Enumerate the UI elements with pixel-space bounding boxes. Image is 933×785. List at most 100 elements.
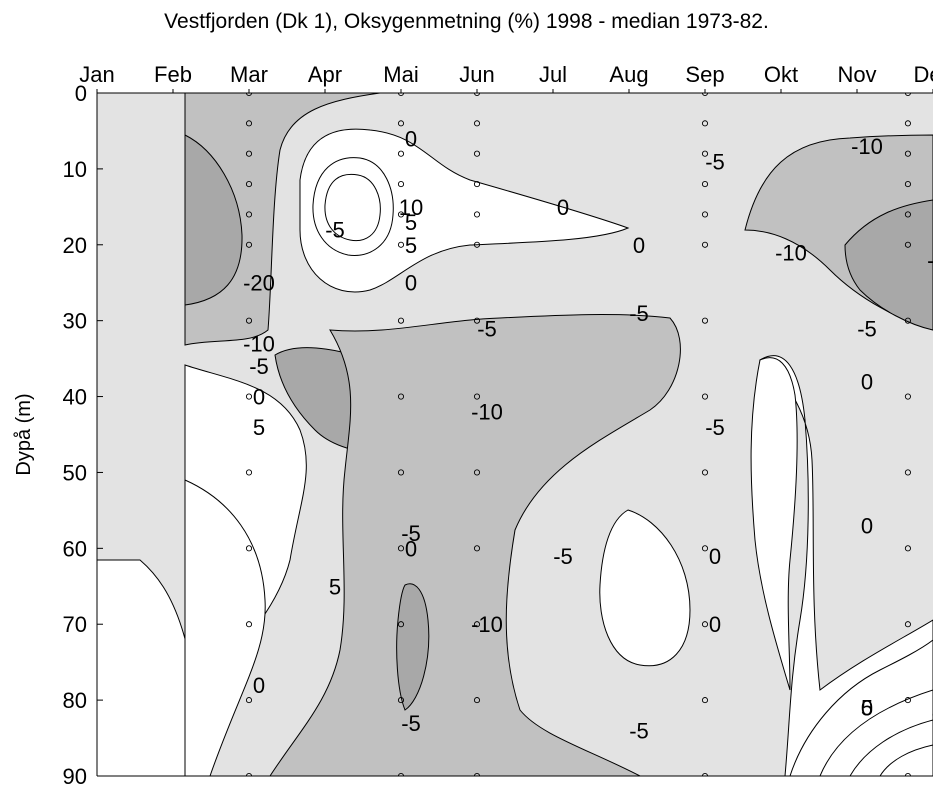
region-fill-upper-white bbox=[299, 128, 630, 293]
x-tick-label: Mar bbox=[230, 62, 268, 87]
sample-point bbox=[904, 697, 911, 704]
sample-point bbox=[245, 317, 253, 324]
contour-label: 5 bbox=[329, 574, 341, 599]
region-fill-sep-oval bbox=[599, 509, 691, 667]
sample-point bbox=[904, 469, 911, 476]
sample-point bbox=[701, 211, 709, 218]
contour-label: -10 bbox=[243, 331, 275, 356]
sample-point bbox=[245, 772, 253, 776]
sample-point bbox=[904, 621, 911, 628]
sample-point bbox=[473, 181, 481, 188]
sample-point bbox=[397, 393, 405, 400]
contour-label: 0 bbox=[557, 195, 569, 220]
sample-point bbox=[473, 469, 481, 476]
y-tick-label: 30 bbox=[63, 309, 87, 334]
contour-label: 0 bbox=[709, 612, 721, 637]
sample-point bbox=[701, 772, 709, 776]
y-tick-label: 90 bbox=[63, 764, 87, 785]
contour-label: -5 bbox=[629, 718, 649, 743]
y-tick-label: 80 bbox=[63, 688, 87, 713]
x-tick-label: Mai bbox=[383, 62, 418, 87]
contour-label: 0 bbox=[633, 233, 645, 258]
sample-point bbox=[473, 772, 481, 776]
x-tick-label: Jun bbox=[459, 62, 494, 87]
y-tick-label: 0 bbox=[75, 81, 87, 106]
contour-label: 0 bbox=[405, 536, 417, 561]
contour-label: -10 bbox=[471, 400, 503, 425]
x-tick-label: Sep bbox=[685, 62, 724, 87]
contour-label: 5 bbox=[405, 233, 417, 258]
region-fill-left-tongue bbox=[184, 479, 266, 776]
sample-point bbox=[245, 181, 253, 188]
sample-point bbox=[397, 120, 405, 127]
sample-point bbox=[245, 469, 253, 476]
axes: Jan Feb Mar Apr Mai Jun Jul Aug Sep Okt Nov Des 0 10 2… bbox=[13, 62, 933, 785]
contour-label: -5 bbox=[325, 218, 345, 243]
region-fill-right-dark bbox=[844, 199, 933, 331]
sample-point bbox=[904, 181, 911, 188]
sample-point bbox=[397, 181, 405, 188]
sample-point bbox=[701, 181, 709, 188]
x-tick-label: Nov bbox=[837, 62, 876, 87]
sample-point bbox=[904, 317, 911, 324]
contour-label: 0 bbox=[405, 271, 417, 296]
sample-point bbox=[473, 621, 481, 628]
sample-point bbox=[245, 545, 253, 552]
sample-point bbox=[397, 211, 405, 218]
contour-label: -10 bbox=[851, 134, 883, 159]
sample-point bbox=[904, 150, 911, 157]
sample-point bbox=[397, 545, 405, 552]
contour-label: -5 bbox=[705, 149, 725, 174]
sample-point bbox=[701, 241, 709, 248]
sample-point bbox=[701, 697, 709, 704]
contour-label: -20 bbox=[927, 248, 933, 273]
sample-point bbox=[473, 120, 481, 127]
contour-label: -10 bbox=[471, 612, 503, 637]
contour-label: 0 bbox=[253, 385, 265, 410]
region-fill-bottom-right bbox=[789, 639, 933, 776]
contour-label: 5 bbox=[405, 210, 417, 235]
sample-point bbox=[245, 120, 253, 127]
sample-point bbox=[397, 150, 405, 157]
y-tick-label: 40 bbox=[63, 385, 87, 410]
contour-label: 10 bbox=[931, 696, 933, 721]
x-tick-label: Des bbox=[913, 62, 933, 87]
sample-point bbox=[473, 211, 481, 218]
sample-point bbox=[245, 621, 253, 628]
sample-point bbox=[701, 317, 709, 324]
y-axis-label: Dypå (m) bbox=[13, 393, 35, 475]
contour-label: 5 bbox=[861, 696, 873, 721]
contour-label: -5 bbox=[857, 316, 877, 341]
contour-label: 0 bbox=[253, 673, 265, 698]
sample-point bbox=[473, 393, 481, 400]
y-tick-label: 60 bbox=[63, 536, 87, 561]
y-tick-label: 20 bbox=[63, 233, 87, 258]
contour-labels: 0-10-5105-5050-10-20-200-5-5-5-10-500-10… bbox=[243, 127, 933, 744]
sample-point bbox=[397, 772, 405, 776]
x-tick-label: Aug bbox=[609, 62, 648, 87]
x-tick-label: Apr bbox=[308, 62, 342, 87]
y-tick-label: 70 bbox=[63, 612, 87, 637]
contour-label: -10 bbox=[775, 240, 807, 265]
region-fill-center-column bbox=[269, 314, 681, 776]
chart-title: Vestfjorden (Dk 1), Oksygenmetning (%) 1… bbox=[164, 10, 769, 33]
contour-label: -5 bbox=[401, 711, 421, 736]
sample-point bbox=[701, 621, 709, 628]
sample-point bbox=[473, 697, 481, 704]
contour-label: -5 bbox=[705, 415, 725, 440]
sample-point bbox=[473, 150, 481, 157]
sample-point bbox=[904, 545, 911, 552]
y-tick-label: 10 bbox=[63, 157, 87, 182]
x-tick-label: Feb bbox=[154, 62, 192, 87]
sample-point bbox=[701, 150, 709, 157]
contour-line-bottom-right-c bbox=[879, 744, 933, 776]
sample-point bbox=[701, 393, 709, 400]
sample-point bbox=[904, 211, 911, 218]
x-tick-label: Jul bbox=[539, 62, 567, 87]
contour-label: -5 bbox=[553, 544, 573, 569]
contour-label: 0 bbox=[861, 696, 873, 721]
contour-label: 0 bbox=[861, 514, 873, 539]
contour-label: 0 bbox=[405, 127, 417, 152]
region-fill-upper-core bbox=[324, 173, 381, 242]
